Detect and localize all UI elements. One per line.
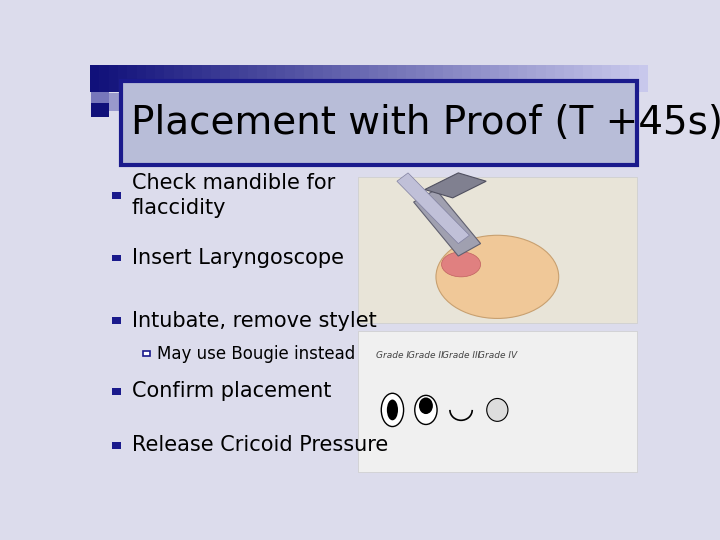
Bar [341,65,351,92]
Bar [564,65,574,92]
Ellipse shape [436,235,559,319]
Bar [112,255,121,261]
Bar [358,331,636,472]
Bar [112,317,121,324]
Bar [230,65,239,92]
Bar [127,65,137,92]
Text: Intubate, remove stylet: Intubate, remove stylet [132,310,377,330]
Bar [620,65,629,92]
Bar [248,65,258,92]
Bar [304,65,313,92]
Bar [611,65,620,92]
Text: Grade I: Grade I [376,352,409,360]
Bar [472,65,481,92]
Bar [425,65,434,92]
Text: May use Bougie instead: May use Bougie instead [157,345,355,363]
Bar [323,65,332,92]
Bar [112,388,121,395]
Bar [155,65,164,92]
Bar [351,65,360,92]
Bar [118,65,127,92]
Bar [294,65,304,92]
Bar [453,65,462,92]
Bar [369,65,378,92]
Bar [313,65,323,92]
Bar [109,65,118,92]
Bar [99,65,109,92]
Bar [121,82,636,165]
Bar [360,65,369,92]
Bar [499,65,508,92]
Bar [276,65,285,92]
Bar [174,65,183,92]
Polygon shape [413,190,481,256]
Bar [91,104,109,117]
Text: Placement with Proof (T +45s): Placement with Proof (T +45s) [131,104,720,142]
Polygon shape [425,173,486,198]
Bar [332,65,341,92]
Bar [112,442,121,449]
Bar [406,65,415,92]
Bar [378,65,387,92]
Bar [508,65,518,92]
Bar [536,65,546,92]
Bar [266,65,276,92]
Bar [490,65,499,92]
Bar [202,65,211,92]
Bar [593,65,601,92]
Text: Grade IV: Grade IV [478,352,517,360]
Ellipse shape [441,252,481,277]
Text: Release Cricoid Pressure: Release Cricoid Pressure [132,435,388,455]
Text: Confirm placement: Confirm placement [132,381,331,401]
Bar [143,351,150,356]
Bar [145,65,155,92]
Bar [109,93,125,111]
Polygon shape [397,173,469,244]
Text: Check mandible for
flaccidity: Check mandible for flaccidity [132,173,335,218]
Bar [434,65,444,92]
Bar [397,65,406,92]
Ellipse shape [415,395,437,424]
Bar [90,65,99,92]
Ellipse shape [419,397,433,414]
Bar [258,65,266,92]
Bar [112,192,121,199]
Bar [629,65,639,92]
Bar [546,65,555,92]
Bar [285,65,294,92]
Text: Grade III: Grade III [442,352,480,360]
Bar [192,65,202,92]
Ellipse shape [382,393,404,427]
Bar [91,92,109,103]
Bar [462,65,472,92]
Bar [444,65,453,92]
Bar [183,65,192,92]
Bar [239,65,248,92]
Bar [387,65,397,92]
Bar [220,65,230,92]
Text: Grade II: Grade II [408,352,444,360]
Bar [358,177,636,322]
Bar [125,92,138,104]
Bar [211,65,220,92]
Bar [601,65,611,92]
Bar [137,65,145,92]
Bar [415,65,425,92]
Bar [527,65,536,92]
Bar [639,65,648,92]
Bar [518,65,527,92]
Ellipse shape [387,400,398,420]
Bar [481,65,490,92]
Bar [164,65,174,92]
Bar [574,65,583,92]
Bar [583,65,593,92]
Text: Insert Laryngoscope: Insert Laryngoscope [132,248,344,268]
Ellipse shape [487,399,508,421]
Bar [555,65,564,92]
